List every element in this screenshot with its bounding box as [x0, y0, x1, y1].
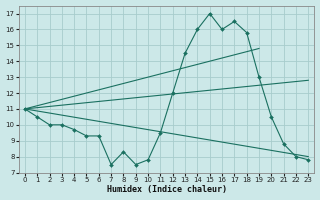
X-axis label: Humidex (Indice chaleur): Humidex (Indice chaleur)	[107, 185, 227, 194]
